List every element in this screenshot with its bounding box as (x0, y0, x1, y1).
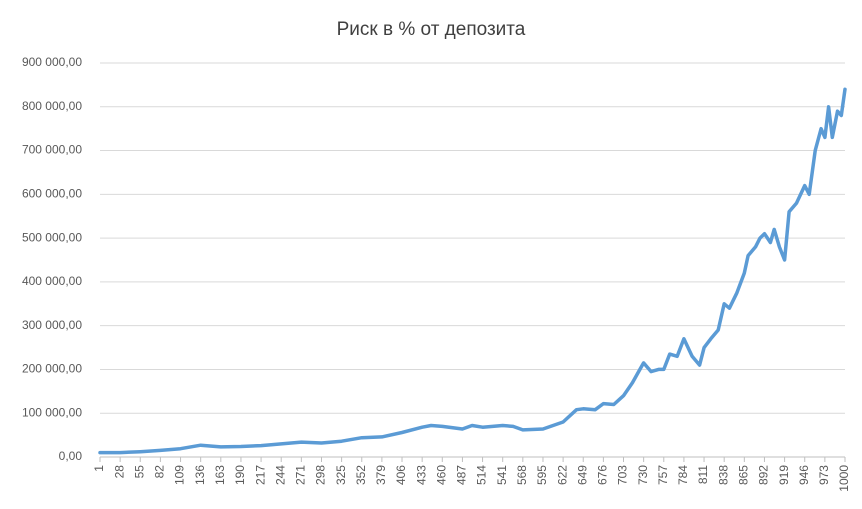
x-tick-label: 433 (414, 465, 428, 485)
y-tick-label: 100 000,00 (22, 405, 82, 419)
x-tick-label: 865 (736, 465, 750, 485)
y-tick-label: 500 000,00 (22, 230, 82, 244)
y-tick-label: 600 000,00 (22, 187, 82, 201)
x-tick-label: 487 (455, 465, 469, 485)
x-tick-label: 892 (757, 465, 771, 485)
x-tick-label: 919 (777, 465, 791, 485)
x-tick-label: 730 (636, 465, 650, 485)
x-tick-label: 838 (716, 465, 730, 485)
x-tick-label: 82 (153, 465, 167, 479)
y-tick-label: 0,00 (59, 449, 83, 463)
x-tick-label: 28 (112, 465, 126, 479)
x-tick-label: 1 (92, 465, 106, 472)
x-tick-label: 541 (495, 465, 509, 485)
x-tick-label: 514 (475, 465, 489, 485)
x-tick-label: 217 (253, 465, 267, 485)
data-line (98, 87, 847, 455)
x-tick-label: 703 (616, 465, 630, 485)
y-tick-label: 700 000,00 (22, 143, 82, 157)
x-tick-label: 136 (193, 465, 207, 485)
x-tick-label: 757 (656, 465, 670, 485)
x-tick-label: 973 (817, 465, 831, 485)
x-tick-label: 109 (173, 465, 187, 485)
y-tick-label: 200 000,00 (22, 362, 82, 376)
x-tick-label: 460 (434, 465, 448, 485)
x-tick-label: 163 (213, 465, 227, 485)
y-tick-label: 900 000,00 (22, 55, 82, 69)
x-tick-label: 568 (515, 465, 529, 485)
x-tick-label: 379 (374, 465, 388, 485)
x-tick-label: 325 (334, 465, 348, 485)
x-tick-label: 406 (394, 465, 408, 485)
x-tick-label: 595 (535, 465, 549, 485)
y-tick-label: 800 000,00 (22, 99, 82, 113)
x-tick-label: 190 (233, 465, 247, 485)
x-tick-label: 622 (555, 465, 569, 485)
x-tick-label: 55 (132, 465, 146, 479)
x-tick-label: 1000 (837, 465, 851, 492)
x-tick-label: 676 (596, 465, 610, 485)
x-tick-label: 271 (294, 465, 308, 485)
x-tick-label: 649 (575, 465, 589, 485)
x-tick-label: 784 (676, 465, 690, 485)
y-tick-label: 400 000,00 (22, 274, 82, 288)
y-tick-label: 300 000,00 (22, 318, 82, 332)
x-tick-label: 352 (354, 465, 368, 485)
x-tick-label: 298 (314, 465, 328, 485)
x-tick-label: 244 (273, 465, 287, 485)
x-tick-label: 811 (696, 465, 710, 484)
chart-title: Риск в % от депозита (337, 19, 526, 40)
x-tick-label: 946 (797, 465, 811, 485)
